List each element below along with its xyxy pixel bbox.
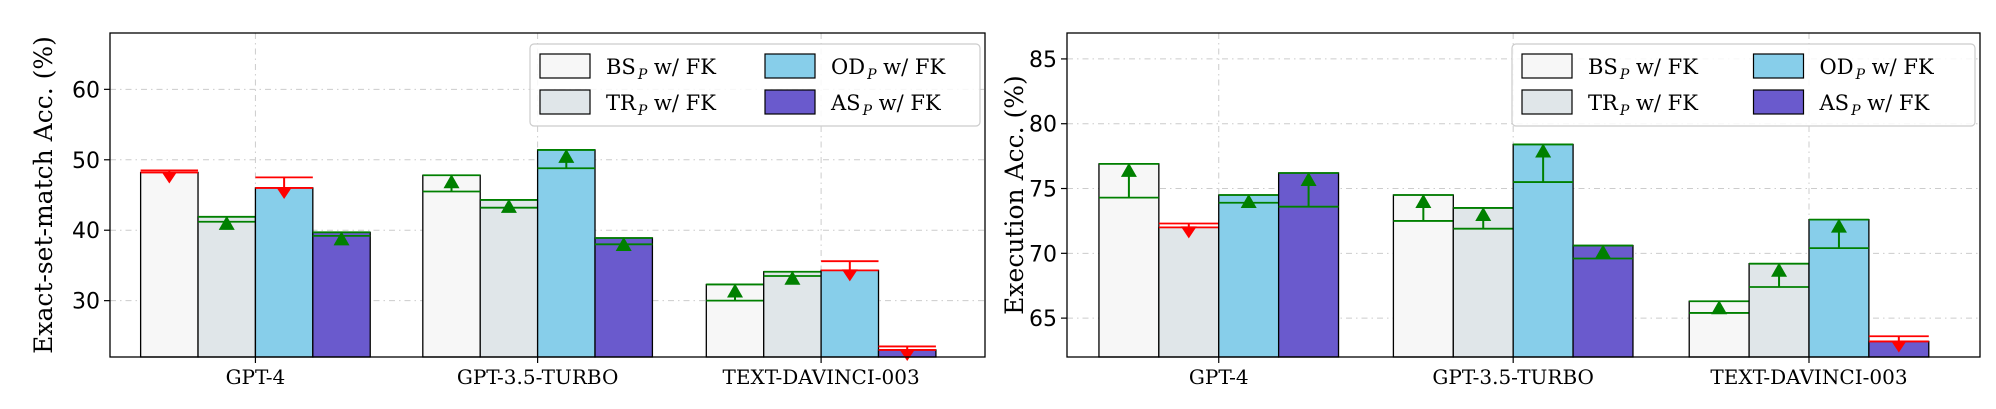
legend-item-tr: TR P w/ FK (1521, 89, 1698, 119)
legend-item-as: AS P w/ FK (1752, 89, 1930, 119)
bar (254, 187, 314, 358)
bar (1452, 207, 1514, 358)
plot-frame (1066, 32, 1981, 358)
arrow-up-icon (443, 174, 460, 189)
y-tick-label: 70 (1029, 242, 1057, 267)
legend-label: TR P w/ FK (606, 91, 716, 119)
y-tick-label: 65 (1029, 307, 1057, 332)
legend-swatch (539, 53, 591, 79)
legend-label: BS P w/ FK (1588, 55, 1698, 83)
legend-label: OD P w/ FK (831, 55, 945, 83)
y-tick-label: 30 (72, 290, 100, 315)
legend: BS P w/ FK TR P w/ FK OD P w/ FK AS P w/ FK (1511, 43, 1976, 127)
arrow-down-icon (841, 269, 858, 282)
y-tick-label: 75 (1029, 178, 1057, 203)
legend: BS P w/ FK TR P w/ FK OD P w/ FK AS P w/ FK (529, 43, 981, 127)
x-tick-label: GPT-3.5-TURBO (457, 365, 619, 389)
legend-swatch (1752, 53, 1805, 79)
x-tick-label: GPT-4 (226, 365, 286, 389)
bar (536, 149, 596, 358)
bar (422, 174, 481, 358)
legend-swatch (1521, 53, 1573, 79)
arrow-up-icon (1771, 262, 1788, 277)
y-tick-label: 50 (72, 149, 100, 174)
arrow-up-icon (1415, 194, 1432, 208)
bar (479, 199, 539, 358)
arrow-up-icon (1711, 300, 1728, 315)
x-tick-label: TEXT-DAVINCI-003 (723, 365, 920, 389)
y-tick-label: 60 (72, 78, 100, 103)
arrow-down-icon (1180, 226, 1197, 239)
legend-item-bs: BS P w/ FK (539, 53, 716, 83)
legend-box (529, 43, 981, 127)
bar (197, 216, 257, 358)
x-tick-label: GPT-3.5-TURBO (1432, 365, 1594, 389)
bar (139, 171, 199, 358)
x-tick-label: TEXT-DAVINCI-003 (1710, 365, 1907, 389)
legend-swatch (1752, 89, 1805, 115)
y-tick-label: 85 (1029, 48, 1057, 73)
bar (594, 237, 654, 358)
legend-swatch (1521, 89, 1573, 115)
arrow-down-icon (899, 348, 916, 361)
legend-label: AS P w/ FK (830, 91, 941, 119)
legend-label: BS P w/ FK (606, 55, 716, 83)
legend-box (1511, 43, 1976, 127)
arrow-down-icon (276, 186, 293, 199)
legend-label: TR P w/ FK (1588, 91, 1698, 119)
arrow-up-icon (1240, 194, 1257, 208)
bar (1392, 194, 1454, 358)
arrow-up-icon (558, 148, 575, 163)
arrow-up-icon (218, 215, 235, 230)
bar (312, 231, 371, 358)
x-tick-label: GPT-4 (1189, 365, 1249, 389)
legend-label: OD P w/ FK (1820, 55, 1934, 83)
plot-frame (109, 32, 986, 358)
legend-item-bs: BS P w/ FK (1521, 53, 1698, 83)
bar (1158, 226, 1220, 358)
arrow-up-icon (333, 231, 350, 246)
chart-panel-exact-set-match: 30 40 50 60 GPT-4 GPT-3.5-TURBO TEXT-DAVINCI-0… (29, 32, 986, 389)
y-tick-label: 40 (72, 219, 100, 244)
arrow-up-icon (1595, 244, 1612, 259)
arrow-up-icon (784, 270, 801, 285)
arrow-down-icon (161, 171, 178, 184)
arrow-down-icon (1890, 340, 1907, 353)
arrow-up-icon (1475, 206, 1492, 221)
legend-item-as: AS P w/ FK (764, 89, 941, 119)
arrow-up-icon (727, 283, 744, 298)
legend-label: AS P w/ FK (1819, 91, 1930, 119)
legend-item-od: OD P w/ FK (764, 53, 945, 83)
legend-item-od: OD P w/ FK (1752, 53, 1934, 83)
arrow-up-icon (1535, 143, 1552, 158)
legend-swatch (764, 89, 816, 115)
arrow-up-icon (1120, 162, 1137, 177)
arrow-up-icon (1830, 218, 1847, 233)
bar (1572, 244, 1634, 358)
arrow-up-icon (1300, 171, 1317, 186)
bar (820, 269, 880, 358)
y-tick-label: 80 (1029, 113, 1057, 138)
arrow-up-icon (615, 236, 632, 251)
bar (1218, 194, 1280, 358)
y-axis-label: Execution Acc. (%) (1000, 75, 1029, 315)
chart-panel-execution: 65 70 75 80 85 GPT-4 GPT-3.5-TURBO TEXT-DAVINCI… (1000, 32, 1981, 389)
y-axis-label: Exact-set-match Acc. (%) (29, 36, 58, 354)
legend-item-tr: TR P w/ FK (539, 89, 716, 119)
legend-swatch (764, 53, 816, 79)
legend-swatch (539, 89, 591, 115)
arrow-up-icon (500, 198, 517, 213)
